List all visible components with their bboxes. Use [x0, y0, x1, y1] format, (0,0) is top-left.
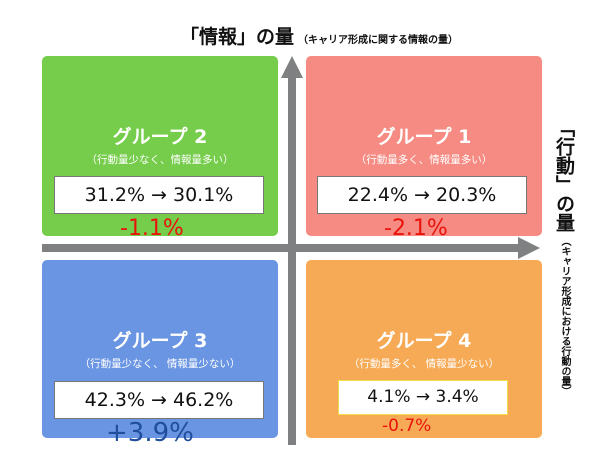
group-4-description: （行動量多く、 情報量少ない） — [348, 358, 500, 370]
horizontal-axis-arrowhead — [518, 237, 540, 259]
group-1-description: （行動量多く、情報量多い） — [355, 154, 493, 166]
group-2-delta: -1.1% — [120, 216, 184, 241]
group-4-values: 4.1% → 3.4% — [338, 380, 508, 415]
action-axis-title: 「行動」の量 （キャリア形成における行動の量） — [548, 118, 578, 458]
group-3-delta: +3.9% — [106, 418, 194, 448]
information-axis-sublabel: （キャリア形成に関する情報の量） — [298, 35, 459, 46]
quadrant-group-3: グループ 3 （行動量少なく、 情報量少ない） 42.3% → 46.2% — [42, 260, 278, 438]
group-2-values: 31.2% → 30.1% — [54, 176, 264, 214]
group-4-title: グループ 4 — [376, 330, 472, 352]
information-axis-label: 「情報」の量 — [180, 26, 295, 48]
quadrant-group-2: グループ 2 （行動量少なく、情報量多い） 31.2% → 30.1% — [42, 56, 278, 236]
group-2-description: （行動量少なく、情報量多い） — [86, 154, 234, 166]
group-4-delta: -0.7% — [382, 416, 432, 436]
quadrant-group-1: グループ 1 （行動量多く、情報量多い） 22.4% → 20.3% — [306, 56, 542, 236]
action-axis-label: 「行動」の量 — [553, 118, 575, 232]
group-3-title: グループ 3 — [112, 330, 208, 352]
quadrant-group-4: グループ 4 （行動量多く、 情報量少ない） 4.1% → 3.4% — [306, 260, 542, 438]
information-axis-title: 「情報」の量 （キャリア形成に関する情報の量） — [180, 22, 480, 52]
group-3-description: （行動量少なく、 情報量少ない） — [79, 358, 241, 370]
group-1-delta: -2.1% — [384, 216, 448, 241]
group-3-values: 42.3% → 46.2% — [54, 381, 264, 419]
group-1-values: 22.4% → 20.3% — [317, 176, 527, 214]
group-2-title: グループ 2 — [112, 126, 208, 148]
group-1-title: グループ 1 — [376, 126, 472, 148]
action-axis-sublabel: （キャリア形成における行動の量） — [559, 236, 570, 396]
vertical-axis-arrowhead — [281, 56, 303, 78]
